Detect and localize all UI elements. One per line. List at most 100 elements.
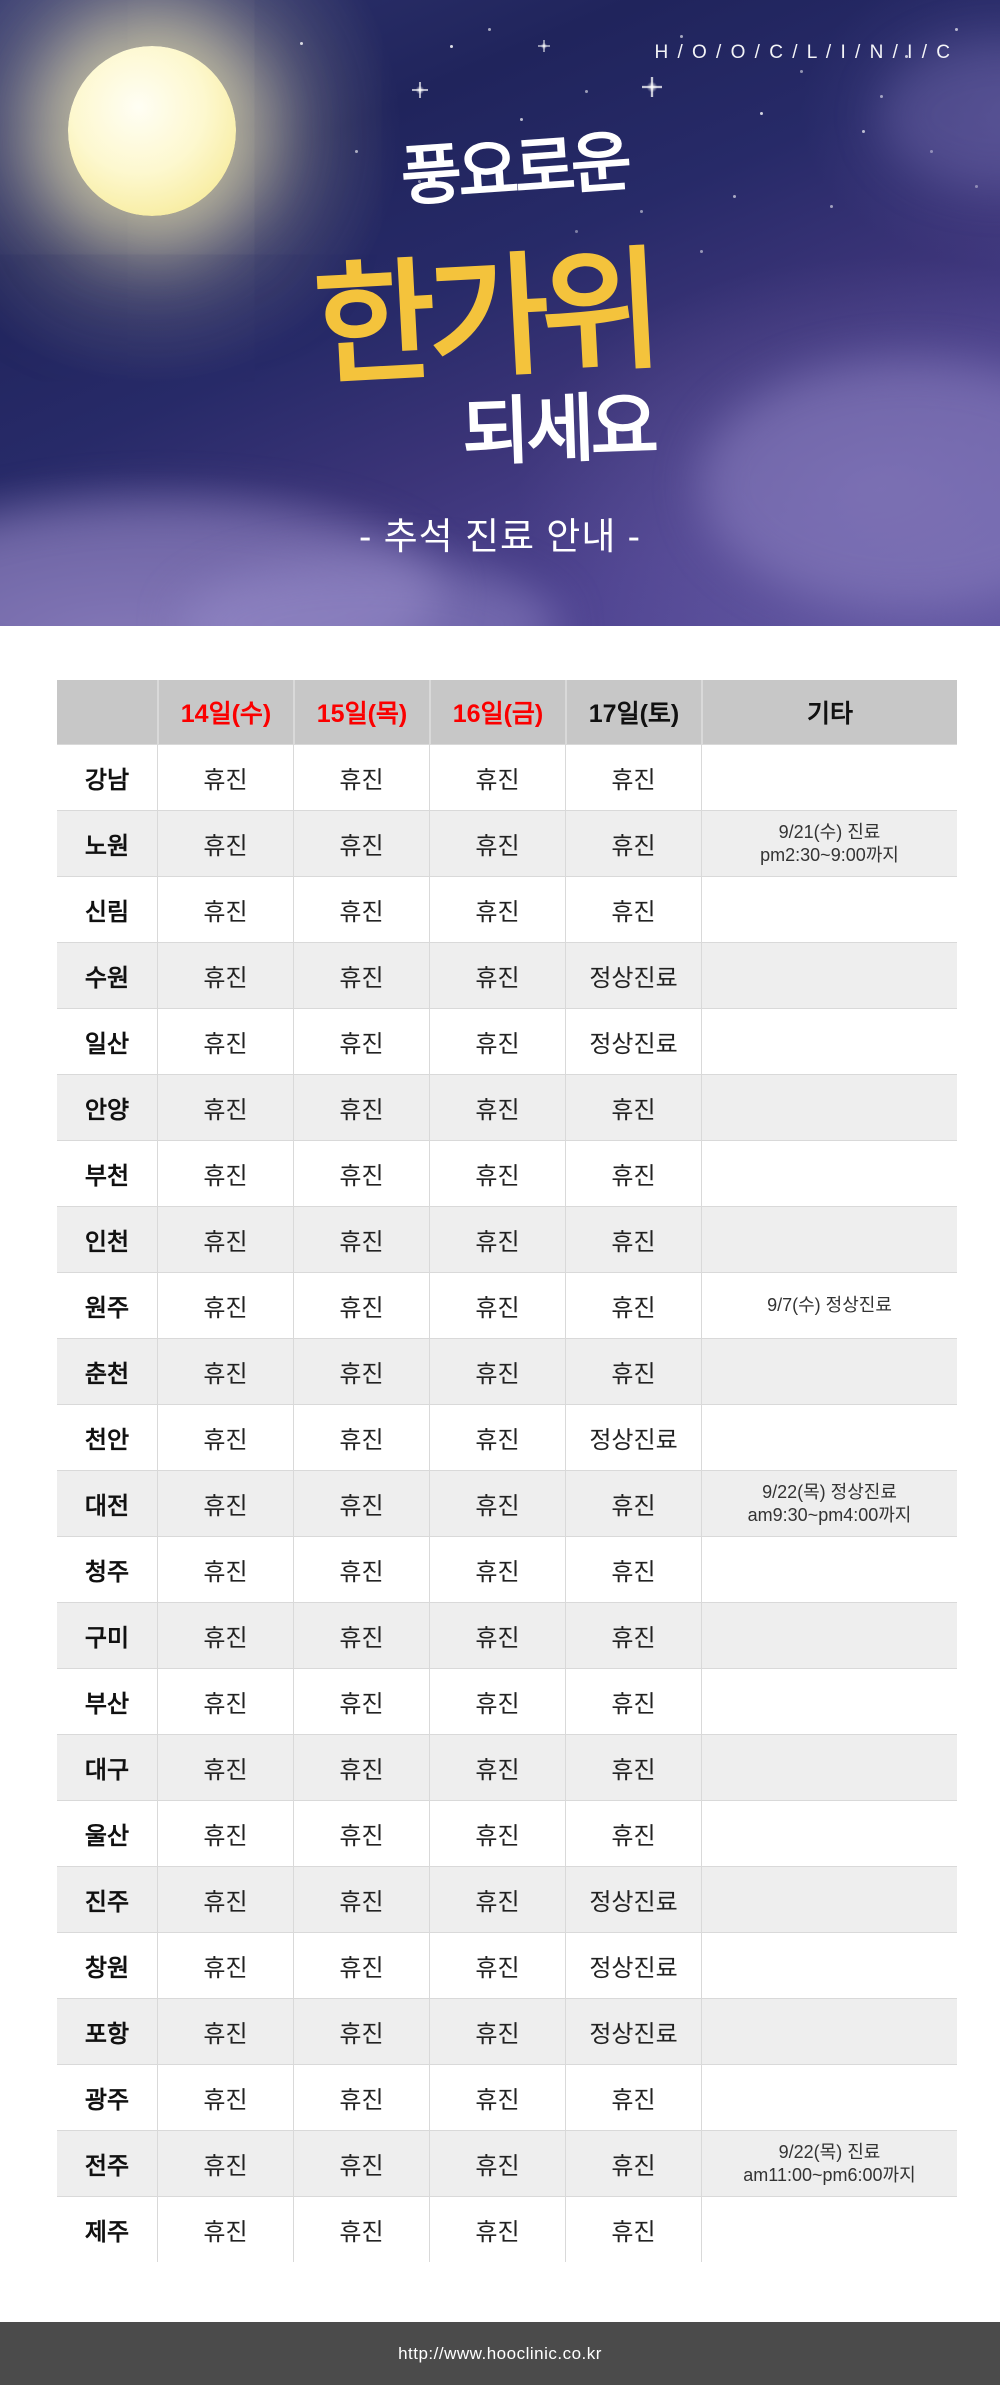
status-cell: 휴진 [429, 2065, 565, 2130]
note-cell [701, 1801, 957, 1866]
status-cell: 휴진 [429, 1471, 565, 1536]
status-cell: 휴진 [157, 1801, 293, 1866]
status-cell: 휴진 [293, 1405, 429, 1470]
region-cell: 안양 [84, 1097, 130, 1124]
status-cell: 휴진 [293, 1537, 429, 1602]
status-cell: 휴진 [565, 1801, 701, 1866]
status-cell: 휴진 [429, 1801, 565, 1866]
table-row: 진주 휴진 휴진 휴진 정상진료 [57, 1866, 957, 1932]
status-cell: 휴진 [293, 2197, 429, 2262]
status-cell: 휴진 [157, 745, 293, 810]
table-row: 일산 휴진 휴진 휴진 정상진료 [57, 1008, 957, 1074]
table-row: 노원 휴진 휴진 휴진 휴진 9/21(수) 진료 pm2:30~9:00까지 [57, 810, 957, 876]
status-cell: 휴진 [565, 1603, 701, 1668]
status-cell: 휴진 [157, 1471, 293, 1536]
status-cell: 휴진 [429, 1669, 565, 1734]
table-row: 안양 휴진 휴진 휴진 휴진 [57, 1074, 957, 1140]
note-cell [701, 1075, 957, 1140]
note-cell: 9/21(수) 진료 pm2:30~9:00까지 [701, 811, 957, 876]
note-cell [701, 1933, 957, 1998]
stars-decoration [0, 0, 3, 3]
region-cell: 일산 [84, 1031, 130, 1058]
status-cell: 휴진 [429, 1867, 565, 1932]
note-cell [701, 1405, 957, 1470]
table-row: 강남 휴진 휴진 휴진 휴진 [57, 744, 957, 810]
region-cell: 대구 [84, 1757, 130, 1784]
note-cell: 9/22(목) 진료 am11:00~pm6:00까지 [701, 2131, 957, 2196]
region-cell: 수원 [84, 965, 130, 992]
note-cell [701, 1339, 957, 1404]
status-cell: 휴진 [565, 877, 701, 942]
region-cell: 대전 [84, 1493, 130, 1520]
status-cell: 휴진 [429, 1141, 565, 1206]
table-row: 신림 휴진 휴진 휴진 휴진 [57, 876, 957, 942]
status-cell: 휴진 [429, 1339, 565, 1404]
status-cell: 휴진 [429, 2197, 565, 2262]
status-cell: 정상진료 [565, 1009, 701, 1074]
status-cell: 휴진 [565, 1207, 701, 1272]
status-cell: 휴진 [293, 1141, 429, 1206]
table-row: 전주 휴진 휴진 휴진 휴진 9/22(목) 진료 am11:00~pm6:00까지 [57, 2130, 957, 2196]
status-cell: 휴진 [565, 745, 701, 810]
region-cell: 광주 [84, 2087, 130, 2114]
table-row: 포항 휴진 휴진 휴진 정상진료 [57, 1998, 957, 2064]
table-row: 광주 휴진 휴진 휴진 휴진 [57, 2064, 957, 2130]
note-cell [701, 1735, 957, 1800]
region-cell: 강남 [84, 767, 130, 794]
table-row: 대구 휴진 휴진 휴진 휴진 [57, 1734, 957, 1800]
region-cell: 청주 [84, 1559, 130, 1586]
status-cell: 휴진 [157, 1273, 293, 1338]
region-cell: 포항 [84, 2021, 130, 2048]
note-cell [701, 877, 957, 942]
note-cell [701, 1207, 957, 1272]
page-subtitle: - 추석 진료 안내 - [358, 516, 641, 557]
region-cell: 신림 [84, 899, 130, 926]
table-row: 수원 휴진 휴진 휴진 정상진료 [57, 942, 957, 1008]
status-cell: 휴진 [157, 1867, 293, 1932]
column-header: 기타 [701, 680, 957, 744]
status-cell: 휴진 [293, 1669, 429, 1734]
status-cell: 휴진 [293, 745, 429, 810]
status-cell: 휴진 [293, 1339, 429, 1404]
table-row: 창원 휴진 휴진 휴진 정상진료 [57, 1932, 957, 1998]
status-cell: 휴진 [293, 1075, 429, 1140]
status-cell: 휴진 [293, 877, 429, 942]
status-cell: 휴진 [293, 1867, 429, 1932]
status-cell: 휴진 [429, 1735, 565, 1800]
status-cell: 휴진 [565, 2197, 701, 2262]
note-cell [701, 1009, 957, 1074]
status-cell: 휴진 [429, 1933, 565, 1998]
column-header: 15일(목) [293, 680, 429, 744]
column-header: 14일(수) [157, 680, 293, 744]
status-cell: 휴진 [157, 1405, 293, 1470]
table-row: 청주 휴진 휴진 휴진 휴진 [57, 1536, 957, 1602]
region-cell: 춘천 [84, 1361, 130, 1388]
status-cell: 휴진 [565, 1339, 701, 1404]
status-cell: 휴진 [157, 1075, 293, 1140]
status-cell: 휴진 [293, 1603, 429, 1668]
region-cell: 진주 [84, 1889, 130, 1916]
table-row: 부산 휴진 휴진 휴진 휴진 [57, 1668, 957, 1734]
status-cell: 휴진 [157, 1735, 293, 1800]
status-cell: 휴진 [157, 1141, 293, 1206]
status-cell: 정상진료 [565, 1999, 701, 2064]
status-cell: 휴진 [293, 1735, 429, 1800]
note-cell [701, 1537, 957, 1602]
status-cell: 휴진 [565, 1075, 701, 1140]
status-cell: 휴진 [157, 1009, 293, 1074]
status-cell: 휴진 [157, 2065, 293, 2130]
table-row: 제주 휴진 휴진 휴진 휴진 [57, 2196, 957, 2262]
note-cell [701, 1603, 957, 1668]
status-cell: 휴진 [429, 1009, 565, 1074]
region-cell: 부산 [84, 1691, 130, 1718]
status-cell: 휴진 [293, 1273, 429, 1338]
status-cell: 휴진 [157, 1933, 293, 1998]
status-cell: 휴진 [157, 1207, 293, 1272]
table-row: 천안 휴진 휴진 휴진 정상진료 [57, 1404, 957, 1470]
status-cell: 휴진 [565, 1735, 701, 1800]
column-header: 16일(금) [429, 680, 565, 744]
clinic-logo: H / O / O / C / L / I / N / I / C [654, 42, 952, 63]
status-cell: 휴진 [293, 2065, 429, 2130]
region-cell: 구미 [84, 1625, 130, 1652]
